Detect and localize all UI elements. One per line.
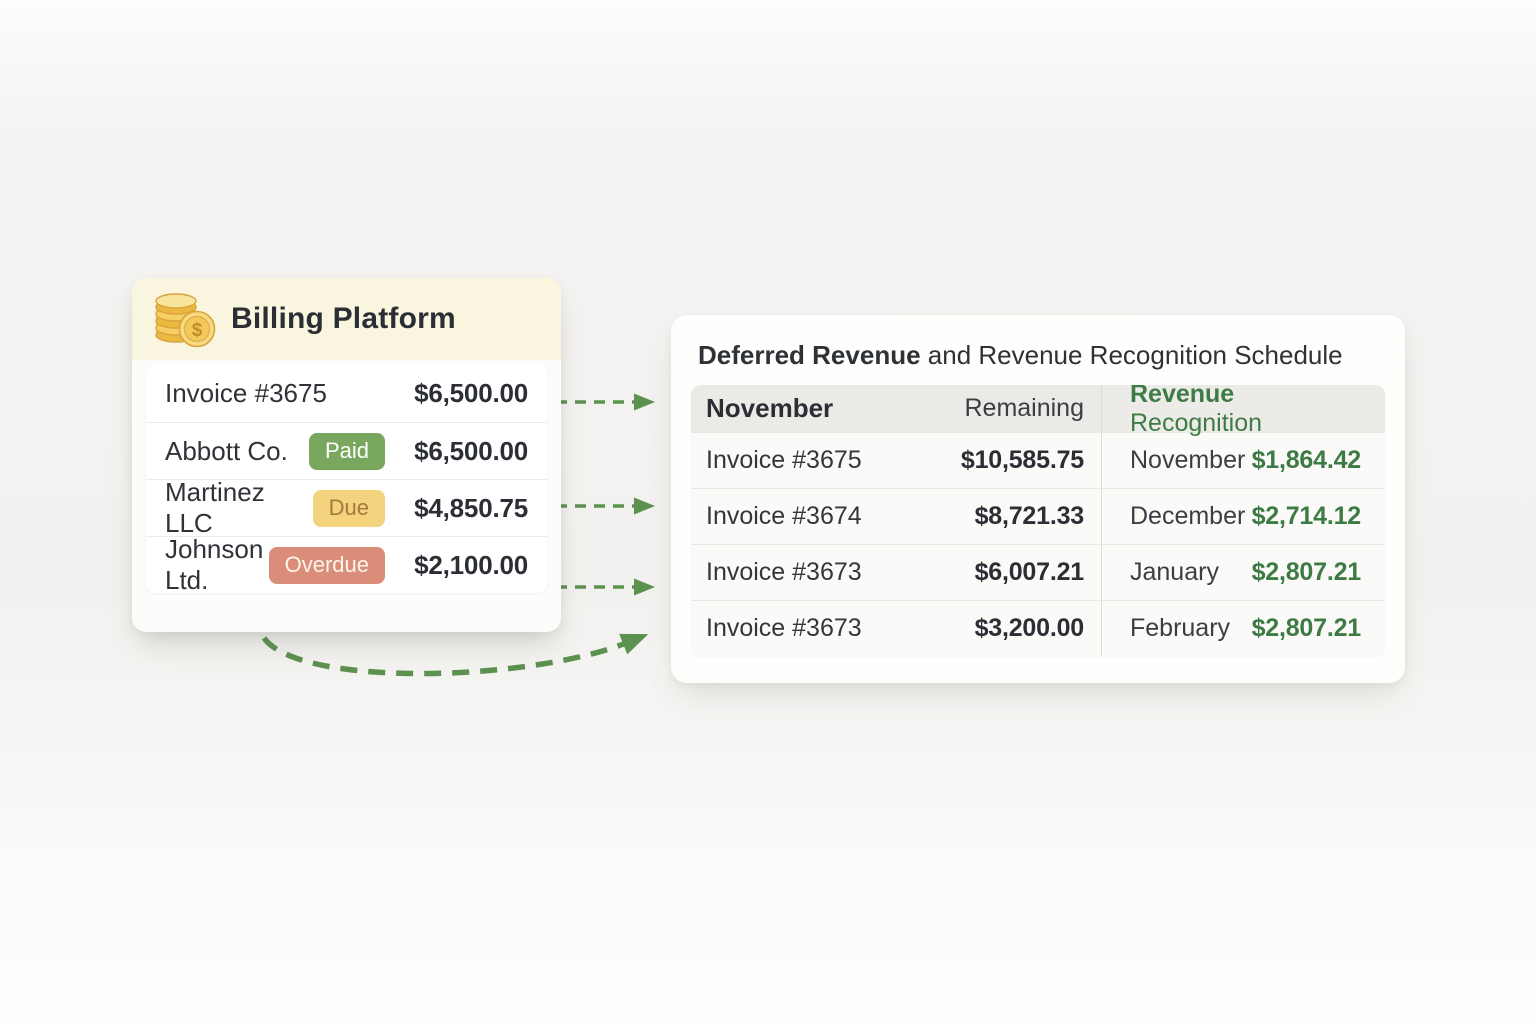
status-badge-overdue: Overdue (268, 546, 385, 584)
invoice-label: Invoice #3675 (165, 378, 327, 408)
schedule-row-2: Invoice #3674 $8,721.33 December $2,714.… (691, 488, 1385, 544)
billing-platform-card: $ Billing Platform Invoice #3675 $6,500.… (132, 278, 561, 632)
row-recognized-amount: $2,807.21 (1251, 558, 1362, 586)
billing-row-invoice: Invoice #3675 $6,500.00 (146, 365, 547, 422)
header-month: November (706, 393, 834, 423)
schedule-row-4: Invoice #3673 $3,200.00 February $2,807.… (691, 600, 1385, 656)
schedule-title-bold: Deferred Revenue (698, 340, 921, 370)
row-recognized-amount: $2,714.12 (1251, 502, 1362, 530)
row-month: January (1130, 558, 1219, 586)
schedule-row-3: Invoice #3673 $6,007.21 January $2,807.2… (691, 544, 1385, 600)
row-invoice: Invoice #3674 (706, 502, 862, 530)
row-remaining: $3,200.00 (974, 614, 1085, 642)
client-amount: $2,100.00 (414, 549, 528, 580)
row-invoice: Invoice #3675 (706, 446, 862, 474)
row-month: November (1130, 446, 1246, 474)
billing-row-martinez: Martinez LLC Due $4,850.75 (146, 477, 547, 538)
row-remaining: $8,721.33 (974, 502, 1085, 530)
row-remaining: $10,585.75 (960, 446, 1084, 474)
header-revenue-recognition: Revenue Recognition (1130, 385, 1263, 437)
invoice-amount: $6,500.00 (414, 378, 528, 408)
schedule-card-title: Deferred Revenue and Revenue Recognition… (691, 339, 1385, 371)
row-invoice: Invoice #3673 (706, 614, 862, 642)
row-invoice: Invoice #3673 (706, 558, 862, 586)
client-amount: $6,500.00 (414, 435, 528, 466)
schedule-table: November Remaining Revenue Recognition I… (691, 385, 1385, 656)
billing-row-johnson: Johnson Ltd. Overdue $2,100.00 (146, 534, 547, 595)
schedule-table-header: November Remaining Revenue Recognition (691, 385, 1385, 437)
header-remaining: Remaining (964, 394, 1084, 422)
row-remaining: $6,007.21 (974, 558, 1085, 586)
row-month: February (1130, 614, 1231, 642)
client-amount: $4,850.75 (414, 492, 528, 523)
billing-row-abbott: Abbott Co. Paid $6,500.00 (146, 422, 547, 479)
schedule-title-rest: and Revenue Recognition Schedule (920, 340, 1343, 370)
coins-icon: $ (155, 293, 216, 348)
status-badge-due: Due (312, 489, 385, 527)
client-name: Martinez LLC (165, 477, 265, 538)
billing-card-title: Billing Platform (231, 302, 456, 335)
billing-card-header: $ Billing Platform (132, 278, 561, 360)
flow-arrow-curved-bottom (261, 633, 649, 677)
row-recognized-amount: $2,807.21 (1251, 614, 1362, 642)
client-name: Johnson Ltd. (165, 534, 264, 595)
row-month: December (1130, 502, 1246, 530)
schedule-card: Deferred Revenue and Revenue Recognition… (671, 315, 1405, 683)
billing-invoice-list: Invoice #3675 $6,500.00 Abbott Co. Paid … (146, 365, 547, 595)
schedule-row-1: Invoice #3675 $10,585.75 November $1,864… (691, 432, 1385, 488)
status-badge-paid: Paid (308, 432, 385, 470)
svg-text:$: $ (192, 320, 203, 341)
client-name: Abbott Co. (165, 435, 288, 466)
row-recognized-amount: $1,864.42 (1251, 446, 1362, 474)
